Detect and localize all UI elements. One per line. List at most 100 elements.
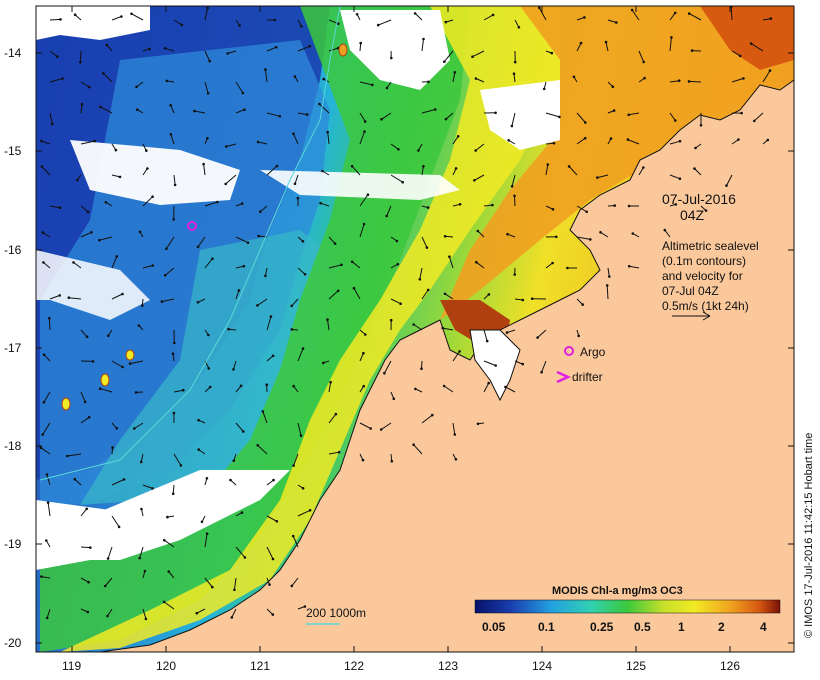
cloud-gap-north	[340, 10, 450, 90]
velocity-arrow	[67, 453, 82, 457]
altimetry-line: 0.5m/s (1kt 24h)	[662, 299, 749, 313]
velocity-arrow-head	[205, 477, 209, 480]
velocity-arrow-head	[121, 292, 124, 296]
velocity-arrow	[390, 143, 399, 150]
velocity-arrow	[576, 42, 582, 52]
velocity-arrow	[631, 9, 640, 21]
velocity-arrow	[134, 422, 144, 429]
velocity-arrow-head	[321, 169, 324, 173]
velocity-arrow	[292, 535, 299, 548]
velocity-arrow-head	[275, 520, 279, 523]
velocity-arrow-head	[626, 138, 630, 141]
velocity-arrow-head	[115, 255, 119, 258]
velocity-arrow	[139, 546, 144, 559]
velocity-arrow-head	[389, 318, 393, 322]
velocity-arrow	[327, 319, 330, 331]
velocity-arrow	[606, 285, 609, 300]
velocity-arrow-head	[208, 59, 211, 63]
velocity-arrow-head	[329, 380, 332, 384]
velocity-arrow-head	[422, 37, 425, 41]
velocity-arrow	[576, 16, 585, 21]
velocity-arrow-head	[162, 600, 166, 604]
velocity-arrow	[445, 235, 454, 238]
velocity-arrow	[514, 298, 523, 301]
velocity-arrow-head	[146, 167, 149, 170]
velocity-arrow-head	[364, 333, 367, 336]
cloud-gap-southwest	[70, 470, 290, 560]
velocity-arrow	[514, 195, 516, 207]
velocity-arrow-head	[91, 360, 95, 363]
velocity-arrow-head	[87, 580, 90, 584]
velocity-arrow-head	[385, 214, 389, 218]
velocity-arrow-head	[513, 194, 516, 198]
velocity-arrow	[297, 45, 310, 52]
velocity-arrow	[669, 80, 680, 83]
velocity-arrow-head	[264, 274, 267, 278]
velocity-arrow-head	[104, 201, 108, 204]
velocity-arrow-head	[418, 278, 422, 281]
velocity-arrow-head	[642, 166, 645, 169]
cloud-gap-southwest2	[36, 500, 110, 570]
velocity-arrow-head	[371, 83, 374, 87]
velocity-arrow	[74, 478, 82, 486]
velocity-arrow-head	[232, 459, 236, 463]
velocity-arrow-head	[73, 477, 77, 481]
velocity-arrow	[380, 422, 392, 430]
velocity-arrow-head	[40, 165, 44, 168]
velocity-arrow-head	[42, 353, 46, 357]
velocity-arrow	[483, 382, 490, 393]
velocity-arrow-head	[333, 242, 337, 245]
velocity-arrow	[68, 297, 82, 300]
velocity-arrow	[111, 360, 123, 368]
velocity-arrow	[142, 484, 153, 489]
velocity-arrow	[266, 608, 274, 615]
velocity-arrow-head	[426, 288, 430, 292]
lon-label: 122	[344, 659, 364, 673]
velocity-arrow-head	[507, 139, 511, 142]
velocity-arrow-head	[90, 231, 93, 234]
velocity-arrow-head	[613, 204, 616, 207]
velocity-arrow-head	[41, 433, 44, 436]
velocity-arrow	[40, 447, 51, 455]
velocity-arrow-head	[98, 238, 101, 242]
velocity-arrow	[204, 258, 213, 269]
velocity-arrow-head	[211, 257, 214, 261]
velocity-arrow	[104, 577, 113, 587]
lat-label: -14	[4, 46, 22, 60]
velocity-arrow	[48, 318, 51, 331]
velocity-arrow-head	[292, 132, 295, 135]
velocity-arrow-head	[444, 20, 448, 24]
velocity-arrow-head	[230, 616, 234, 619]
velocity-arrow-head	[396, 262, 400, 266]
velocity-arrow	[226, 143, 237, 147]
velocity-arrow-head	[420, 367, 423, 371]
velocity-arrow-head	[663, 228, 667, 232]
island-feature-1	[100, 373, 110, 387]
lat-label: -20	[4, 636, 22, 650]
velocity-arrow-head	[337, 450, 341, 454]
velocity-arrow	[483, 360, 496, 366]
velocity-arrow	[204, 7, 209, 21]
velocity-arrow	[41, 140, 51, 145]
velocity-arrow-head	[376, 23, 380, 27]
velocity-arrow	[170, 134, 175, 145]
velocity-arrow-head	[136, 108, 139, 111]
argo-float-marker[interactable]	[187, 221, 197, 231]
velocity-arrow-head	[414, 387, 417, 391]
velocity-arrow	[80, 81, 90, 88]
velocity-arrow-head	[128, 362, 132, 365]
velocity-arrow	[359, 81, 373, 86]
velocity-arrow	[421, 289, 429, 300]
velocity-arrow	[762, 70, 771, 83]
velocity-arrow-head	[487, 293, 491, 296]
velocity-arrow	[475, 261, 485, 269]
velocity-arrow-head	[742, 77, 745, 80]
velocity-arrow	[421, 414, 433, 424]
velocity-arrow-head	[290, 304, 294, 308]
velocity-arrow	[43, 262, 51, 269]
velocity-arrow-head	[106, 614, 109, 618]
velocity-arrow-head	[399, 302, 402, 306]
velocity-arrow	[545, 262, 553, 269]
velocity-arrow	[452, 72, 456, 83]
velocity-arrow-head	[242, 264, 246, 268]
